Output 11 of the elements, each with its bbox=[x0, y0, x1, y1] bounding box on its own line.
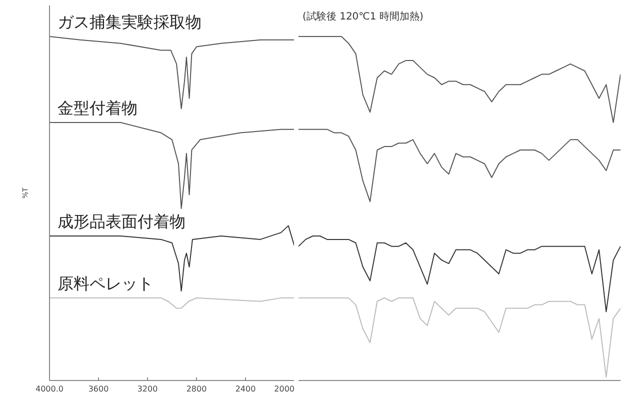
series-label: 原料ペレット bbox=[58, 274, 154, 293]
series-label: 成形品表面付着物 bbox=[58, 212, 186, 231]
series-label: ガス捕集実験採取物 bbox=[58, 12, 202, 32]
x-tick-label: 4000.0 bbox=[36, 384, 64, 394]
x-tick-label: 3600 bbox=[88, 384, 109, 394]
x-tick-label: 2400 bbox=[235, 384, 256, 394]
text: (試験後 120℃1 時間加熱) bbox=[302, 10, 424, 23]
x-tick-label: 2800 bbox=[186, 384, 207, 394]
series-label: 金型付着物 bbox=[58, 98, 138, 118]
x-tick-label: 3200 bbox=[137, 384, 158, 394]
x-tick-label: 2000 bbox=[274, 384, 294, 394]
